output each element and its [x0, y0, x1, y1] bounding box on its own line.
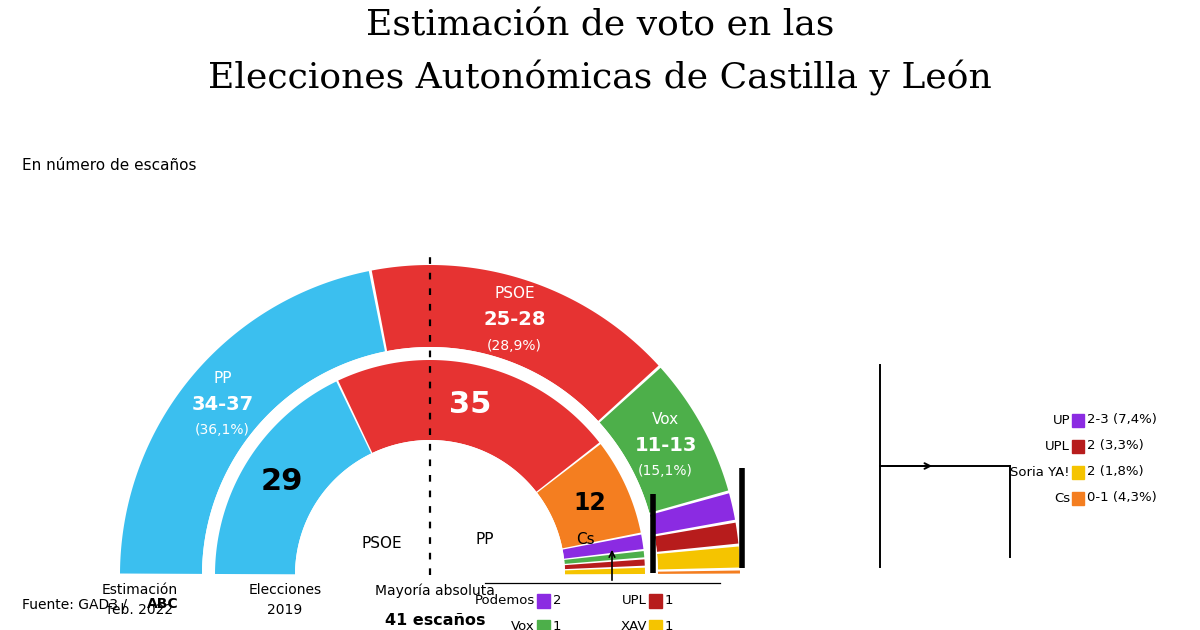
Bar	[649, 620, 662, 630]
Text: UP: UP	[1052, 413, 1070, 427]
Text: PSOE: PSOE	[361, 536, 402, 551]
Text: 29: 29	[260, 467, 304, 496]
Text: PSOE: PSOE	[494, 286, 535, 301]
Text: 2-3 (7,4%): 2-3 (7,4%)	[1087, 413, 1157, 427]
Text: 1: 1	[665, 621, 673, 630]
Text: 11-13: 11-13	[635, 435, 697, 454]
Text: 25-28: 25-28	[484, 310, 546, 329]
Text: Vox: Vox	[511, 621, 535, 630]
Text: (36,1%): (36,1%)	[194, 423, 250, 437]
Text: Fuente: GAD3 /: Fuente: GAD3 /	[22, 597, 131, 611]
Polygon shape	[215, 382, 371, 575]
Text: Elecciones Autonómicas de Castilla y León: Elecciones Autonómicas de Castilla y Leó…	[208, 60, 992, 96]
Polygon shape	[564, 551, 644, 564]
Text: 1: 1	[553, 621, 562, 630]
Bar	[1072, 466, 1084, 479]
Bar	[649, 594, 662, 608]
Text: UPL: UPL	[622, 595, 647, 607]
Bar	[536, 594, 550, 608]
Polygon shape	[538, 444, 641, 548]
Polygon shape	[372, 265, 659, 421]
Text: Estimación de voto en las: Estimación de voto en las	[366, 8, 834, 42]
Polygon shape	[650, 493, 736, 534]
Polygon shape	[338, 360, 599, 492]
Text: XAV: XAV	[620, 621, 647, 630]
Text: UPL: UPL	[1045, 440, 1070, 452]
Text: 2 (1,8%): 2 (1,8%)	[1087, 466, 1144, 479]
Text: 34-37: 34-37	[191, 394, 253, 414]
Text: PP: PP	[214, 370, 232, 386]
Text: 0-1 (4,3%): 0-1 (4,3%)	[1087, 491, 1157, 505]
Polygon shape	[565, 568, 644, 575]
Polygon shape	[338, 360, 599, 492]
Text: Cs: Cs	[576, 532, 594, 547]
Text: En número de escaños: En número de escaños	[22, 158, 197, 173]
Text: Cs: Cs	[1054, 491, 1070, 505]
Text: 1: 1	[665, 595, 673, 607]
Polygon shape	[658, 546, 740, 570]
Bar	[1072, 413, 1084, 427]
Polygon shape	[565, 559, 644, 569]
Polygon shape	[655, 523, 738, 552]
Text: 2: 2	[553, 595, 562, 607]
Text: Soria YA!: Soria YA!	[1010, 466, 1070, 479]
Polygon shape	[215, 382, 371, 575]
Text: (28,9%): (28,9%)	[487, 339, 542, 353]
Polygon shape	[565, 559, 644, 569]
Polygon shape	[565, 568, 644, 575]
Text: Vox: Vox	[652, 411, 679, 427]
Text: Mayoría absoluta: Mayoría absoluta	[376, 583, 494, 597]
Text: Estimación
feb. 2022: Estimación feb. 2022	[102, 583, 178, 617]
Bar	[1072, 440, 1084, 452]
Text: 12: 12	[572, 491, 606, 515]
Text: ABC: ABC	[148, 597, 179, 611]
Polygon shape	[563, 535, 643, 559]
Polygon shape	[120, 271, 385, 574]
Text: 41 escaños: 41 escaños	[385, 613, 485, 628]
Text: PP: PP	[475, 532, 494, 547]
Polygon shape	[202, 347, 658, 575]
Text: 2 (3,3%): 2 (3,3%)	[1087, 440, 1144, 452]
Polygon shape	[658, 571, 740, 574]
Text: Elecciones
2019: Elecciones 2019	[248, 583, 322, 617]
Bar	[1072, 491, 1084, 505]
Text: (15,1%): (15,1%)	[638, 464, 692, 478]
Text: Podemos: Podemos	[475, 595, 535, 607]
Polygon shape	[538, 444, 641, 548]
Text: 35: 35	[449, 390, 492, 419]
Polygon shape	[600, 368, 728, 513]
Polygon shape	[295, 440, 565, 575]
Polygon shape	[563, 535, 643, 559]
Bar	[536, 620, 550, 630]
Polygon shape	[564, 551, 644, 564]
